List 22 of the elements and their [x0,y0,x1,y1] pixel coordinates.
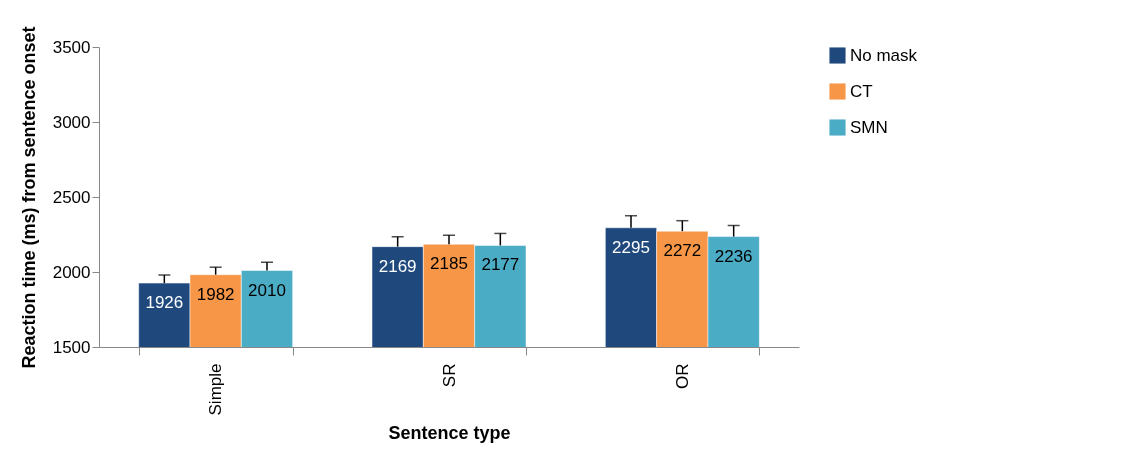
y-tick-label: 3500 [52,37,91,57]
data-label: 1982 [196,284,235,304]
y-tick-label: 1500 [52,337,91,357]
data-label: 2177 [481,255,520,275]
x-tick-label: Simple [206,363,226,416]
data-label: 2295 [612,237,650,257]
y-tick-label: 2000 [52,262,91,282]
y-tick-label: 2500 [52,187,91,207]
y-tick-label: 3000 [52,112,91,132]
data-label: 2272 [663,241,702,261]
x-tick-label: SR [439,363,459,388]
legend-label: No mask [850,45,918,65]
data-label: 2236 [714,246,753,266]
data-label: 2185 [430,254,468,274]
y-axis-title: Reaction time (ms) from sentence onset [18,26,39,369]
legend-label: CT [850,81,873,101]
data-label: 2169 [378,256,417,276]
data-label: 1926 [145,293,184,313]
legend-label: SMN [850,117,888,137]
x-tick-label: OR [672,363,692,389]
data-label: 2010 [248,280,286,300]
x-axis-title: Sentence type [388,423,511,444]
